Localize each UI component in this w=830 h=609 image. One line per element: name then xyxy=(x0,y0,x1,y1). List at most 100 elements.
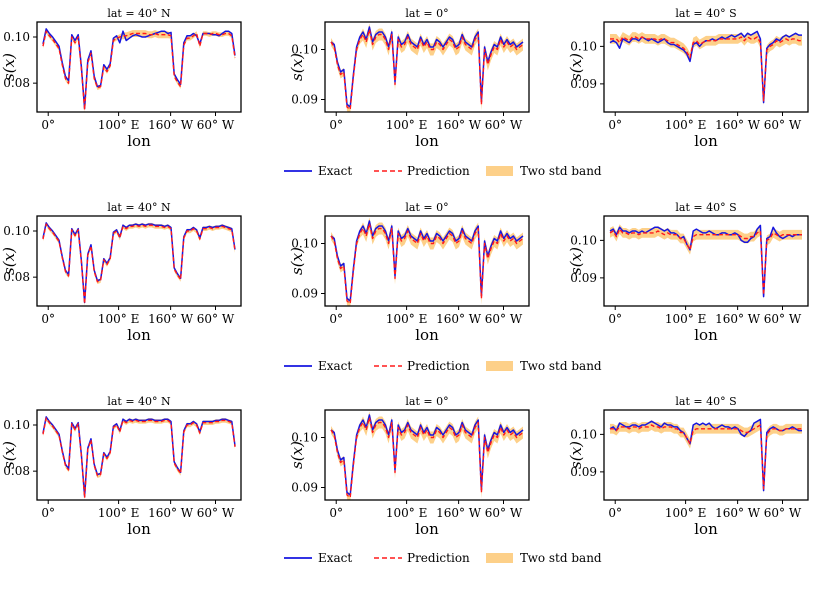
x-axis-label: lon xyxy=(415,132,439,150)
plot-area xyxy=(609,418,802,494)
subplot-1-1: lat = 0° 0.09 0.10 0° 100° E 160° W 60° W lon s(… xyxy=(288,201,530,344)
legend-band-swatch xyxy=(486,553,513,563)
x-tick-label: 100° E xyxy=(386,312,427,326)
x-tick-label: 0° xyxy=(41,118,55,132)
x-tick-label: 160° W xyxy=(148,312,194,326)
y-axis-label: s(x) xyxy=(288,53,306,81)
legend-exact-label: Exact xyxy=(318,359,352,373)
y-axis-label: s(x) xyxy=(288,247,306,275)
x-tick-label: 160° W xyxy=(715,506,761,520)
x-tick-label: 0° xyxy=(329,506,343,520)
y-tick-label: 0.09 xyxy=(570,271,597,285)
two-std-band xyxy=(610,420,802,494)
y-tick-label: 0.10 xyxy=(570,233,597,247)
exact-series-line xyxy=(609,418,802,492)
legend-prediction-label: Prediction xyxy=(407,164,470,178)
legend-band-swatch xyxy=(486,361,513,371)
subplot-1-2: lat = 40° S 0.09 0.10 0° 100° E 160° W 60° W lo… xyxy=(567,201,809,344)
x-tick-label: 0° xyxy=(41,312,55,326)
x-axis-label: lon xyxy=(694,132,718,150)
prediction-series-line xyxy=(42,417,236,499)
y-axis-label: s(x) xyxy=(0,53,18,81)
x-tick-label: 0° xyxy=(329,118,343,132)
x-tick-label: 60° W xyxy=(485,118,523,132)
plot-area xyxy=(609,224,802,300)
subplot-1-0: lat = 40° N 0.08 0.10 0° 100° E 160° W 60° W lo… xyxy=(0,201,242,344)
x-axis-label: lon xyxy=(415,326,439,344)
x-axis-label: lon xyxy=(415,520,439,538)
subplot-0-1: lat = 0° 0.09 0.10 0° 100° E 160° W 60° W lon s(… xyxy=(288,7,530,150)
x-axis-label: lon xyxy=(127,132,151,150)
axes-frame xyxy=(324,21,530,113)
prediction-series-line xyxy=(610,36,802,102)
subplot-title: lat = 40° N xyxy=(107,395,171,408)
subplot-title: lat = 40° S xyxy=(675,7,736,20)
legend-band-label: Two std band xyxy=(520,359,602,373)
x-tick-label: 100° E xyxy=(98,118,139,132)
x-tick-label: 160° W xyxy=(715,312,761,326)
x-tick-label: 160° W xyxy=(436,312,482,326)
exact-series-line xyxy=(330,26,524,108)
x-tick-label: 60° W xyxy=(197,506,235,520)
plot-area xyxy=(609,30,802,106)
exact-series-line xyxy=(42,28,236,110)
x-tick-label: 60° W xyxy=(485,506,523,520)
x-tick-label: 100° E xyxy=(665,312,706,326)
x-tick-label: 0° xyxy=(329,312,343,326)
y-axis-label: s(x) xyxy=(567,247,585,275)
y-tick-label: 0.10 xyxy=(570,39,597,53)
y-tick-label: 0.10 xyxy=(3,30,30,44)
axes-frame xyxy=(603,215,809,307)
x-tick-label: 60° W xyxy=(197,118,235,132)
subplot-title: lat = 0° xyxy=(405,7,448,20)
x-tick-label: 0° xyxy=(41,506,55,520)
x-tick-label: 60° W xyxy=(485,312,523,326)
plot-area xyxy=(42,28,236,112)
two-std-band xyxy=(610,224,802,300)
subplot-title: lat = 40° S xyxy=(675,395,736,408)
y-tick-label: 0.09 xyxy=(570,465,597,479)
axes-frame xyxy=(603,409,809,501)
axes-frame xyxy=(603,21,809,113)
x-axis-label: lon xyxy=(694,326,718,344)
y-axis-label: s(x) xyxy=(567,53,585,81)
x-tick-label: 100° E xyxy=(386,118,427,132)
prediction-series-line xyxy=(42,30,236,111)
y-tick-label: 0.08 xyxy=(3,270,30,284)
x-tick-label: 60° W xyxy=(764,312,802,326)
subplot-2-1: lat = 0° 0.09 0.10 0° 100° E 160° W 60° W lon s(… xyxy=(288,395,530,538)
subplot-title: lat = 40° S xyxy=(675,201,736,214)
legend-prediction-label: Prediction xyxy=(407,551,470,565)
y-tick-label: 0.09 xyxy=(570,77,597,91)
y-tick-label: 0.09 xyxy=(291,287,318,301)
plot-area xyxy=(42,415,236,500)
plot-area xyxy=(330,411,524,500)
subplot-0-2: lat = 40° S 0.09 0.10 0° 100° E 160° W 60° W lo… xyxy=(567,7,809,150)
x-axis-label: lon xyxy=(127,326,151,344)
subplot-2-2: lat = 40° S 0.09 0.10 0° 100° E 160° W 60° W lo… xyxy=(567,395,809,538)
x-tick-label: 0° xyxy=(608,506,622,520)
y-tick-label: 0.08 xyxy=(3,464,30,478)
plot-area xyxy=(330,217,524,306)
x-tick-label: 100° E xyxy=(98,506,139,520)
x-tick-label: 60° W xyxy=(764,506,802,520)
y-axis-label: s(x) xyxy=(0,441,18,469)
y-tick-label: 0.10 xyxy=(570,427,597,441)
subplot-title: lat = 0° xyxy=(405,201,448,214)
x-axis-label: lon xyxy=(127,520,151,538)
y-tick-label: 0.09 xyxy=(291,481,318,495)
prediction-series-line xyxy=(330,28,524,111)
legend-exact-label: Exact xyxy=(318,551,352,565)
axes-frame xyxy=(36,21,242,113)
x-tick-label: 0° xyxy=(608,118,622,132)
axes-frame xyxy=(36,409,242,501)
subplot-2-0: lat = 40° N 0.08 0.10 0° 100° E 160° W 60° W lo… xyxy=(0,395,242,538)
axes-frame xyxy=(324,215,530,307)
y-tick-label: 0.10 xyxy=(3,418,30,432)
y-axis-label: s(x) xyxy=(288,441,306,469)
legend-2: Exact Prediction Two std band xyxy=(284,551,602,565)
x-tick-label: 100° E xyxy=(665,118,706,132)
x-tick-label: 0° xyxy=(608,312,622,326)
y-tick-label: 0.10 xyxy=(291,237,318,251)
